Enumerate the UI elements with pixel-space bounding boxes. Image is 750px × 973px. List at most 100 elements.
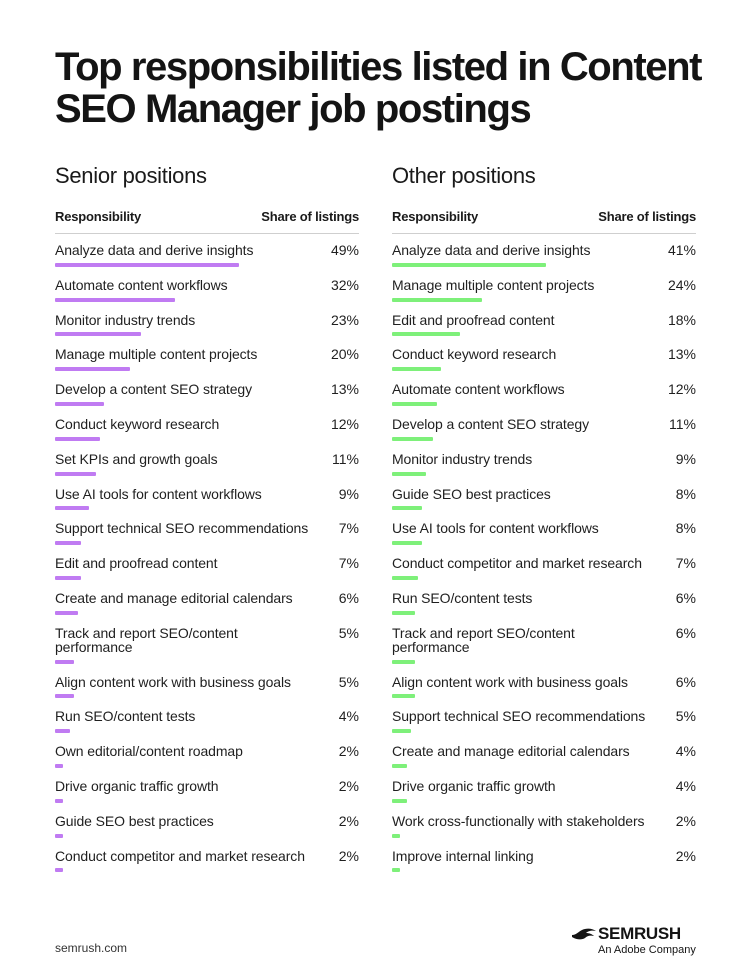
senior-header-divider	[55, 233, 359, 234]
other-row-value: 8%	[675, 520, 696, 537]
other-row-label: Use AI tools for content workflows	[392, 520, 599, 537]
senior-row-value: 4%	[338, 708, 359, 725]
senior-row: Develop a content SEO strategy 13%	[55, 380, 359, 415]
other-row-label: Drive organic traffic growth	[392, 777, 556, 794]
senior-row-label: Set KPIs and growth goals	[55, 450, 218, 467]
senior-row-value: 49%	[330, 242, 359, 258]
other-row: Run SEO/content tests 6%	[392, 589, 696, 624]
other-row-value: 18%	[667, 311, 696, 328]
other-row-label: Conduct competitor and market research	[392, 555, 642, 572]
other-row: Drive organic traffic growth 4%	[392, 777, 696, 812]
senior-column-headers: Responsibility Share of listings	[55, 209, 359, 227]
senior-bar	[55, 262, 239, 267]
senior-row-label: Monitor industry trends	[55, 311, 196, 328]
other-bar	[392, 659, 415, 664]
other-row-label: Develop a content SEO strategy	[392, 415, 589, 432]
chart-title: Top responsibilities listed in Content S…	[55, 45, 703, 131]
senior-row: Use AI tools for content workflows 9%	[55, 485, 359, 520]
other-bar	[392, 332, 460, 337]
other-row-label: Automate content workflows	[392, 381, 565, 398]
other-bar	[392, 506, 422, 511]
senior-bar	[55, 798, 63, 803]
logo-wordmark: SEMRUSH	[598, 924, 681, 943]
other-responsibility-header: Responsibility	[392, 209, 479, 224]
senior-bar	[55, 610, 78, 615]
other-row-value: 2%	[675, 847, 696, 864]
senior-row-label: Conduct keyword research	[55, 415, 220, 432]
senior-row-value: 23%	[330, 311, 359, 328]
senior-row: Drive organic traffic growth 2%	[55, 777, 359, 812]
senior-bar	[55, 436, 100, 441]
other-row-label: Edit and proofread content	[392, 311, 555, 328]
other-positions-panel: Other positions Responsibility Share of …	[392, 160, 696, 881]
other-row-value: 9%	[675, 450, 696, 467]
other-bar	[392, 367, 441, 372]
senior-row-label: Support technical SEO recommendations	[55, 520, 309, 537]
senior-row-value: 13%	[330, 381, 359, 398]
other-row-value: 4%	[675, 777, 696, 794]
senior-row: Edit and proofread content 7%	[55, 554, 359, 589]
other-row-value: 6%	[675, 624, 696, 641]
other-bar	[392, 262, 546, 267]
senior-row-value: 2%	[338, 777, 359, 794]
senior-row: Automate content workflows 32%	[55, 276, 359, 311]
senior-bar	[55, 541, 82, 546]
other-row: Align content work with business goals 6%	[392, 673, 696, 708]
senior-row-label: Conduct competitor and market research	[55, 847, 305, 864]
other-row: Use AI tools for content workflows 8%	[392, 519, 696, 554]
other-panel-heading: Other positions	[392, 163, 536, 188]
senior-row-value: 6%	[338, 589, 359, 606]
senior-row-label: Analyze data and derive insights	[55, 242, 254, 258]
other-row-label: Work cross-functionally with stakeholder…	[392, 812, 645, 829]
senior-panel-heading: Senior positions	[55, 163, 207, 188]
senior-row-label: Create and manage editorial calendars	[55, 589, 293, 606]
senior-positions-panel: Senior positions Responsibility Share of…	[55, 160, 359, 881]
senior-rows: Analyze data and derive insights 49% Autom…	[55, 241, 359, 881]
other-row: Support technical SEO recommendations 5%	[392, 707, 696, 742]
other-bar	[392, 729, 411, 734]
senior-row-value: 12%	[330, 415, 359, 432]
other-row: Monitor industry trends 9%	[392, 450, 696, 485]
other-bar	[392, 471, 426, 476]
senior-share-header: Share of listings	[261, 209, 359, 224]
senior-row-value: 5%	[338, 624, 359, 641]
other-row-value: 41%	[667, 242, 696, 258]
other-row-value: 7%	[675, 555, 696, 572]
other-bar	[392, 610, 415, 615]
other-bar	[392, 798, 407, 803]
senior-bar	[55, 763, 63, 768]
senior-row: Conduct competitor and market research 2%	[55, 847, 359, 882]
logo-subtext: An Adobe Company	[598, 944, 696, 956]
senior-row: Guide SEO best practices 2%	[55, 812, 359, 847]
senior-row-value: 20%	[330, 346, 359, 363]
senior-row-label: Drive organic traffic growth	[55, 777, 219, 794]
senior-row-value: 5%	[338, 673, 359, 690]
senior-row: Manage multiple content projects 20%	[55, 345, 359, 380]
senior-row-value: 2%	[338, 812, 359, 829]
other-row-label: Monitor industry trends	[392, 450, 533, 467]
other-bar	[392, 868, 400, 873]
senior-row: Run SEO/content tests 4%	[55, 707, 359, 742]
other-row-label: Align content work with business goals	[392, 673, 628, 690]
senior-bar	[55, 729, 70, 734]
senior-bar	[55, 833, 63, 838]
other-row-value: 4%	[675, 743, 696, 760]
other-row-value: 11%	[669, 415, 696, 432]
other-row: Guide SEO best practices 8%	[392, 485, 696, 520]
other-row: Conduct competitor and market research 7%	[392, 554, 696, 589]
other-share-header: Share of listings	[598, 209, 696, 224]
other-row-value: 8%	[675, 485, 696, 502]
senior-row: Create and manage editorial calendars 6%	[55, 589, 359, 624]
senior-row-value: 11%	[332, 450, 359, 467]
other-row-value: 6%	[675, 673, 696, 690]
senior-row-value: 7%	[338, 555, 359, 572]
senior-bar	[55, 332, 142, 337]
footer-url-link[interactable]: semrush.com	[55, 941, 128, 955]
senior-bar	[55, 506, 89, 511]
senior-bar	[55, 367, 130, 372]
senior-row-value: 2%	[338, 847, 359, 864]
senior-row-label: Automate content workflows	[55, 276, 228, 293]
senior-row: Conduct keyword research 12%	[55, 415, 359, 450]
semrush-logo[interactable]: SEMRUSH An Adobe Company	[570, 924, 698, 958]
senior-row: Support technical SEO recommendations 7%	[55, 519, 359, 554]
